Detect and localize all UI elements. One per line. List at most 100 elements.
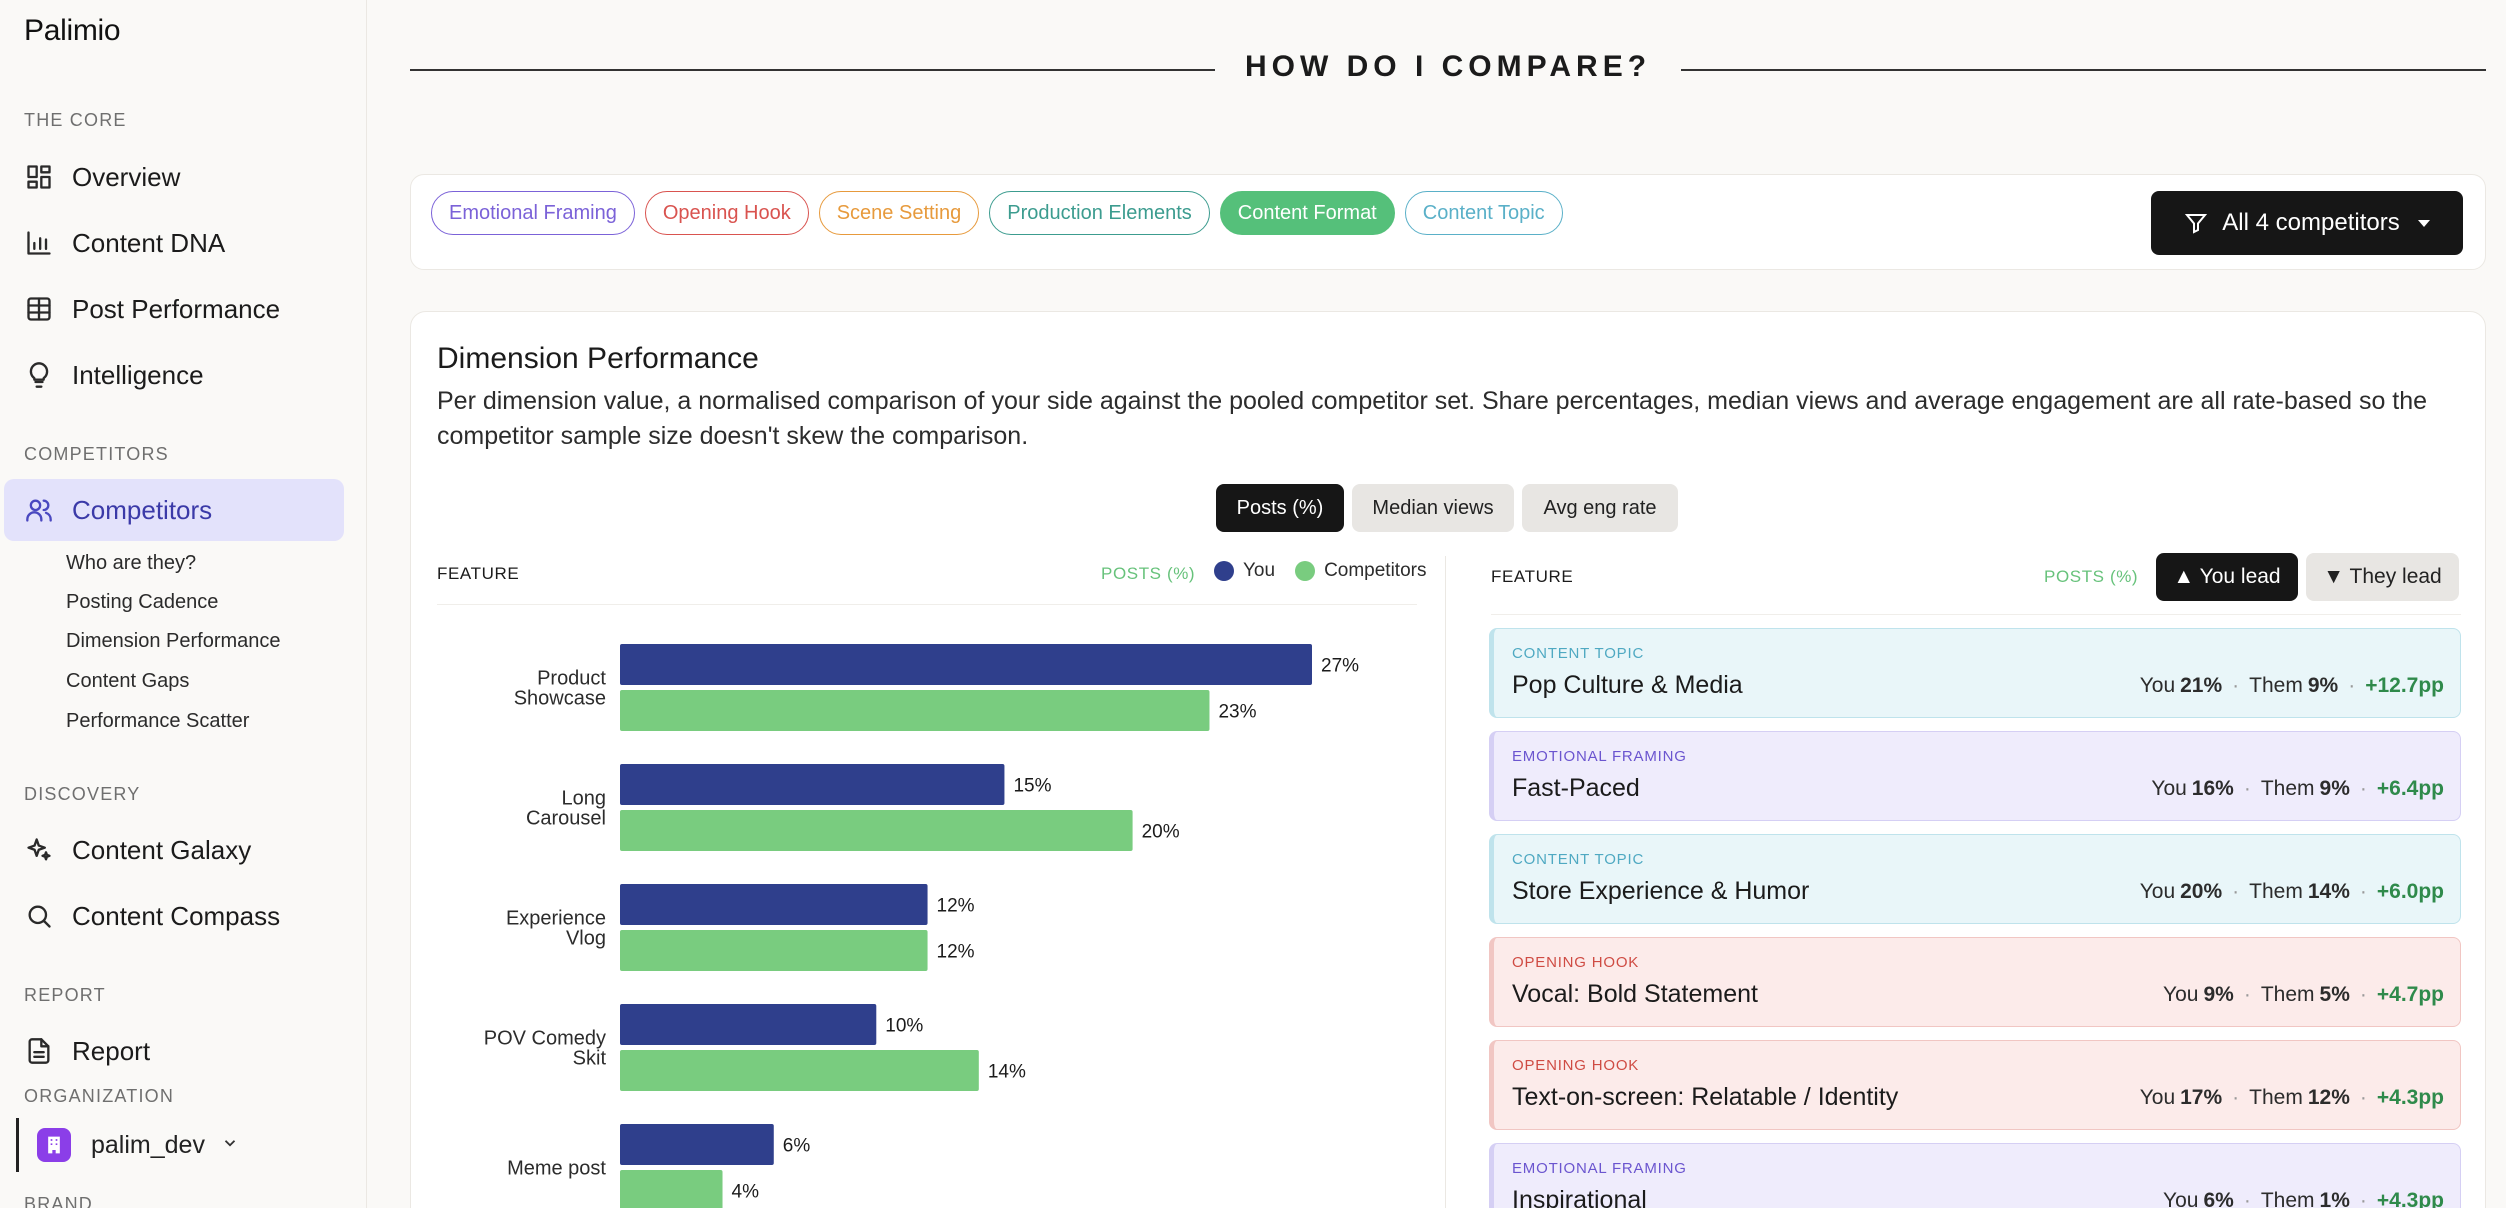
feature-column-head: FEATURE	[437, 564, 520, 583]
gap-delta: +6.4pp	[2376, 777, 2444, 800]
bar-value-label: 14%	[988, 1062, 1026, 1083]
gap-row[interactable]: CONTENT TOPIC Pop Culture & Media You 21% · T…	[1489, 628, 2461, 718]
competitor-filter-button[interactable]: All 4 competitors	[2151, 191, 2463, 255]
gap-you-label: You	[2163, 983, 2199, 1006]
bar-you	[620, 764, 1005, 805]
sparkles-icon	[24, 835, 54, 865]
gap-category: EMOTIONAL FRAMING	[1512, 748, 1687, 765]
gap-row[interactable]: OPENING HOOK Vocal: Bold Statement You 9% · T…	[1489, 937, 2461, 1027]
chip-content-topic[interactable]: Content Topic	[1404, 191, 1563, 235]
gap-stats: You 20% · Them 14% · +6.0pp	[2139, 880, 2444, 903]
chip-scene-setting[interactable]: Scene Setting	[818, 191, 980, 235]
gap-you-value: 16%	[2191, 777, 2234, 800]
legend-you: You	[1214, 560, 1275, 582]
gap-them-label: Them	[2249, 1086, 2303, 1109]
chart-legend: You Competitors	[1214, 560, 1446, 582]
building-icon	[37, 1128, 71, 1162]
sidebar-item-post-performance[interactable]: Post Performance	[4, 278, 344, 340]
bar-competitors	[620, 1170, 723, 1208]
gap-them-value: 9%	[2307, 674, 2339, 697]
caret-down-icon	[2417, 219, 2430, 227]
sidebar-item-content-compass[interactable]: Content Compass	[4, 885, 344, 947]
org-switcher[interactable]: palim_dev	[16, 1118, 316, 1172]
gap-delta: +4.3pp	[2376, 1086, 2444, 1109]
gap-category: CONTENT TOPIC	[1512, 645, 1645, 662]
sidebar-item-overview[interactable]: Overview	[4, 146, 344, 208]
toggle-avg-eng-rate[interactable]: Avg eng rate	[1522, 484, 1678, 532]
sidebar-item-content-galaxy[interactable]: Content Galaxy	[4, 819, 344, 881]
gap-you-value: 17%	[2180, 1086, 2223, 1109]
gap-delta: +6.0pp	[2376, 880, 2444, 903]
sidebar-item-competitors[interactable]: Competitors	[4, 479, 344, 541]
gap-name: Store Experience & Humor	[1512, 877, 1810, 905]
toggle-median-views[interactable]: Median views	[1352, 484, 1514, 532]
sidebar-item-label: Intelligence	[72, 359, 204, 390]
sidebar-item-report[interactable]: Report	[4, 1020, 344, 1082]
chevron-down-icon	[221, 1134, 239, 1157]
gap-you-value: 21%	[2180, 674, 2223, 697]
card-title: Dimension Performance	[437, 342, 759, 375]
gap-category: OPENING HOOK	[1512, 1057, 1640, 1074]
category-label: Meme post	[507, 1158, 606, 1180]
page-header: HOW DO I COMPARE?	[410, 50, 2486, 90]
gap-you-label: You	[2139, 1086, 2176, 1109]
gap-you-label: You	[2151, 777, 2187, 800]
category-label: Vlog	[566, 928, 606, 950]
bar-competitors	[620, 1050, 979, 1091]
sub-item-who-are-they[interactable]: Who are they?	[66, 552, 197, 574]
bar-you	[620, 1004, 877, 1045]
category-label: POV Comedy	[484, 1028, 606, 1050]
title-rule-left	[410, 69, 1226, 71]
they-lead-button[interactable]: ▼ They lead	[2306, 553, 2459, 601]
sub-item-performance-scatter[interactable]: Performance Scatter	[66, 710, 250, 732]
sidebar-item-content-dna[interactable]: Content DNA	[4, 212, 344, 274]
sidebar-item-intelligence[interactable]: Intelligence	[4, 344, 344, 406]
bar-you	[620, 884, 928, 925]
toggle-posts-pct[interactable]: Posts (%)	[1216, 484, 1344, 532]
gap-name: Pop Culture & Media	[1512, 671, 1743, 699]
dimension-performance-card: Dimension Performance Per dimension valu…	[410, 311, 2486, 1208]
sidebar-item-label: Content DNA	[72, 227, 226, 258]
bar-value-label: 10%	[885, 1016, 923, 1037]
gap-category: OPENING HOOK	[1512, 954, 1640, 971]
section-label-competitors: COMPETITORS	[24, 444, 169, 464]
gap-row[interactable]: OPENING HOOK Text-on-screen: Relatable / …	[1489, 1040, 2461, 1130]
category-label: Product	[537, 668, 606, 690]
filter-icon	[2185, 214, 2208, 234]
title-rule-right	[1670, 69, 2486, 71]
gap-them-label: Them	[2249, 674, 2303, 697]
chip-content-format[interactable]: Content Format	[1219, 191, 1395, 235]
you-lead-button[interactable]: ▲ You lead	[2156, 553, 2298, 601]
bar-value-label: 12%	[937, 896, 975, 917]
gap-row[interactable]: EMOTIONAL FRAMING Inspirational You 6% · Them…	[1489, 1143, 2461, 1208]
bar-value-label: 12%	[937, 942, 975, 963]
bar-value-label: 15%	[1013, 776, 1051, 797]
competitor-filter-label: All 4 competitors	[2222, 209, 2400, 236]
chip-production-elements[interactable]: Production Elements	[989, 191, 1210, 235]
gap-name: Vocal: Bold Statement	[1512, 980, 1758, 1008]
gap-you-value: 6%	[2203, 1189, 2234, 1208]
metric-label: POSTS (%)	[1101, 564, 1196, 583]
category-label: Showcase	[514, 688, 606, 710]
gap-row[interactable]: EMOTIONAL FRAMING Fast-Paced You 16% · Them 9%…	[1489, 731, 2461, 821]
bar-value-label: 27%	[1321, 656, 1359, 677]
gap-header-rule	[1491, 614, 2461, 615]
sub-item-posting-cadence[interactable]: Posting Cadence	[66, 591, 219, 613]
gap-row[interactable]: CONTENT TOPIC Store Experience & Humor You…	[1489, 834, 2461, 924]
sidebar-item-label: Post Performance	[72, 293, 281, 324]
chip-emotional-framing[interactable]: Emotional Framing	[431, 191, 635, 235]
bar-competitors	[620, 930, 928, 971]
gap-delta: +4.3pp	[2376, 1189, 2444, 1208]
gap-them-label: Them	[2260, 777, 2315, 800]
gap-stats: You 9% · Them 5% · +4.7pp	[2163, 983, 2444, 1006]
gap-you-label: You	[2163, 1189, 2199, 1208]
section-label-core: THE CORE	[24, 110, 127, 130]
sub-item-dimension-performance[interactable]: Dimension Performance	[66, 630, 281, 652]
gap-them-value: 9%	[2319, 777, 2350, 800]
gap-them-value: 12%	[2307, 1086, 2350, 1109]
bar-competitors	[620, 810, 1133, 851]
sub-item-content-gaps[interactable]: Content Gaps	[66, 670, 190, 692]
gap-name: Text-on-screen: Relatable / Identity	[1512, 1083, 1899, 1111]
chip-opening-hook[interactable]: Opening Hook	[644, 191, 809, 235]
